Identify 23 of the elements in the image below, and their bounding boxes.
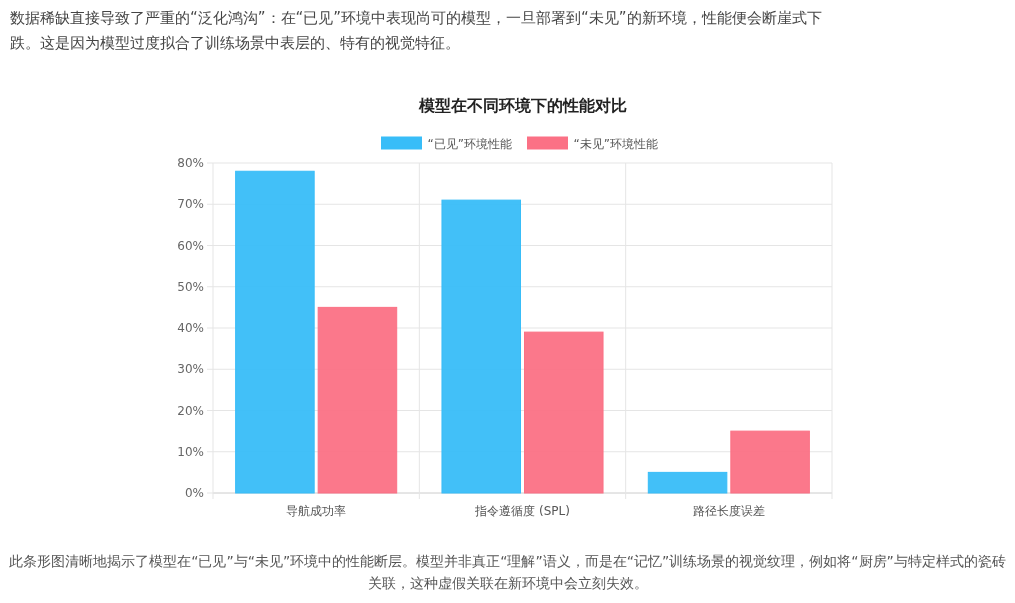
- y-tick-label: 20%: [177, 403, 204, 418]
- bar: [647, 471, 728, 494]
- y-tick-label: 60%: [177, 238, 204, 253]
- y-tick-label: 40%: [177, 321, 204, 335]
- y-tick-label: 0%: [184, 486, 204, 500]
- bar: [235, 170, 315, 494]
- y-tick-label: 50%: [177, 279, 204, 294]
- text: 数据稀缺直接导致了严重的“泛化鸿沟”：在“已见”环境中表现尚可的模型，一旦部署到“未见”的新环境，性能便会断崖式下跌。这是因为模型过度拟合了训练场景中表层的、特有的视觉特征。: [10, 8, 823, 54]
- y-tick-label: 30%: [177, 362, 204, 377]
- bar: [730, 430, 810, 494]
- x-tick-label: 导航成功率: [286, 504, 347, 518]
- x-tick-label: 路径长度误差: [692, 504, 765, 518]
- y-tick-label: 10%: [177, 444, 204, 459]
- y-tick-label: 70%: [177, 197, 204, 212]
- legend-label: “已见”环境性能: [427, 137, 512, 151]
- bar: [317, 306, 398, 494]
- bar: [524, 331, 604, 494]
- y-tick-label: 80%: [177, 156, 204, 170]
- bar: [441, 199, 521, 494]
- x-tick-label: 指令遵循度 (SPL): [474, 504, 570, 518]
- legend-label: “未见”环境性能: [573, 137, 658, 151]
- text: 此条形图清晰地揭示了模型在“已见”与“未见”环境中的性能断层。模型并非真正“理解”语义，而是在“记忆”训练场景的视觉纹理，例如将“厨房”与特定样式的瓷砖关联，这种虚假关联在新环境中会立刻失效。: [8, 552, 1007, 593]
- chart-title: 模型在不同环境下的性能对比: [417, 96, 627, 115]
